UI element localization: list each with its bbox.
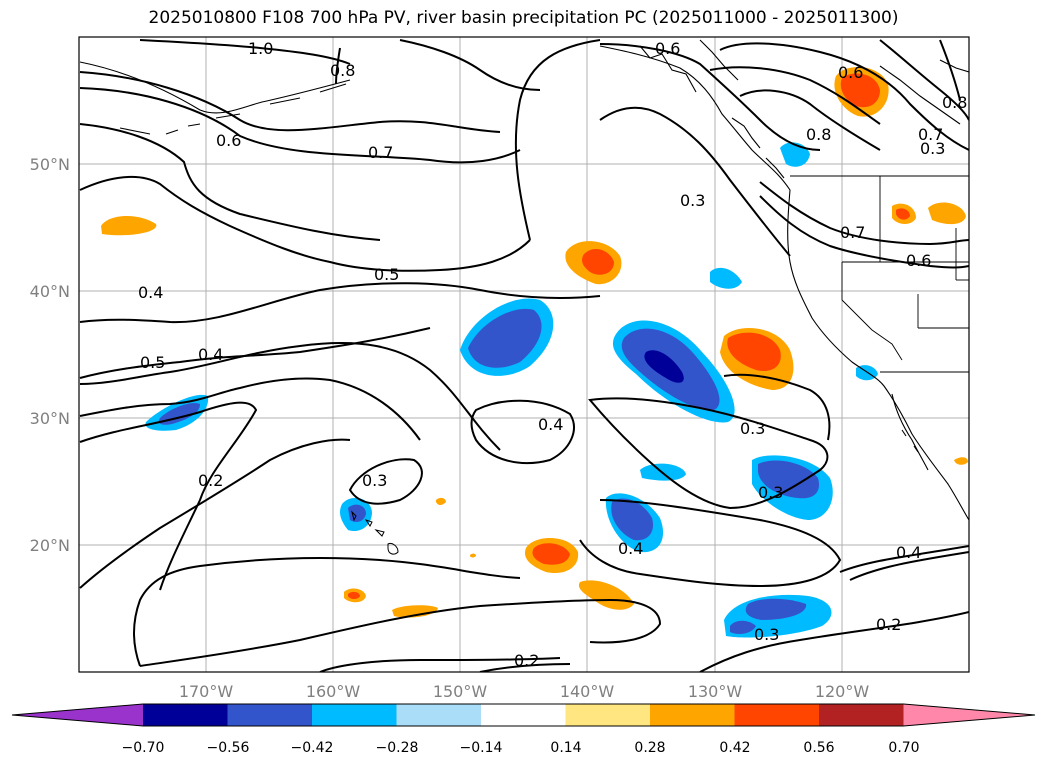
contour-label: 0.4: [618, 539, 643, 558]
shade-positive: [578, 580, 634, 610]
colorbar-tick-label: 0.70: [888, 740, 919, 756]
lat-tick-labels: 50°N 40°N 30°N 20°N: [30, 155, 70, 555]
contour-label: 0.6: [655, 39, 680, 58]
shade-positive: [727, 332, 781, 372]
colorbar-segment: [227, 704, 313, 726]
lat-tick-label: 20°N: [30, 536, 70, 555]
contour-label: 0.2: [198, 471, 223, 490]
contour-label: 0.3: [362, 471, 387, 490]
lon-tick-labels: 170°W 160°W 150°W 140°W 130°W 120°W: [179, 682, 870, 701]
colorbar-outline: [11, 703, 1036, 727]
shade-negative: [468, 308, 542, 368]
contour-label: 0.2: [876, 615, 901, 634]
contour-label: 0.3: [680, 191, 705, 210]
colorbar-segment: [819, 704, 904, 726]
shade-negative: [644, 350, 684, 383]
colorbar-tick-label: −0.14: [460, 740, 503, 756]
colorbar-tick-label: 0.56: [803, 740, 834, 756]
colorbar: [11, 703, 1036, 727]
contour-label: 0.4: [538, 415, 563, 434]
colorbar-tick-label: −0.56: [207, 740, 250, 756]
hawaii-islands: [351, 510, 399, 555]
contour-label: 0.8: [330, 61, 355, 80]
colorbar-segment: [565, 704, 651, 726]
lat-tick-label: 50°N: [30, 155, 70, 174]
colorbar-segment: [143, 704, 228, 726]
shade-positive: [101, 215, 157, 236]
lon-tick-label: 120°W: [815, 682, 870, 701]
lat-tick-label: 30°N: [30, 409, 70, 428]
map-title: 2025010800 F108 700 hPa PV, river basin …: [148, 8, 899, 28]
contour-label: 0.3: [920, 139, 945, 158]
shade-negative: [745, 598, 807, 620]
shade-negative: [348, 504, 366, 522]
shade-positive: [928, 202, 966, 225]
lon-tick-label: 150°W: [433, 682, 488, 701]
shade-positive: [582, 248, 614, 275]
colorbar-tick-labels: −0.70 −0.56 −0.42 −0.28 −0.14 0.14 0.28 …: [122, 740, 920, 756]
contour-label: 0.3: [754, 625, 779, 644]
colorbar-segment: [396, 704, 482, 726]
shade-positive: [532, 543, 570, 565]
shade-negative: [611, 498, 654, 541]
lon-tick-label: 130°W: [688, 682, 743, 701]
shade-negative: [730, 620, 756, 634]
colorbar-tick-label: 0.14: [550, 740, 581, 756]
shade-positive: [348, 591, 360, 599]
contour-label: 0.4: [896, 543, 921, 562]
lat-tick-label: 40°N: [30, 282, 70, 301]
colorbar-segment: [734, 704, 820, 726]
contour-label: 0.6: [906, 251, 931, 270]
shade-positive: [954, 457, 968, 465]
contour-label: 1.0: [248, 39, 273, 58]
shade-negative: [710, 267, 742, 289]
lon-tick-label: 160°W: [306, 682, 361, 701]
colorbar-tick-label: −0.42: [291, 740, 334, 756]
contour-label: 0.4: [198, 345, 223, 364]
contour-label: 0.4: [138, 283, 163, 302]
contour-label: 0.7: [368, 143, 393, 162]
contour-label: 0.3: [758, 483, 783, 502]
contour-label: 0.8: [806, 125, 831, 144]
contour-label: 0.7: [918, 125, 943, 144]
contour-labels: 1.0 0.6 0.6 0.7 0.8 0.6 0.5 0.4 0.5 0.4 …: [138, 39, 967, 670]
colorbar-extend-high: [903, 704, 1035, 726]
colorbar-tick-label: −0.28: [376, 740, 419, 756]
contour-label: 0.2: [514, 651, 539, 670]
contour-label: 0.5: [374, 265, 399, 284]
contour-label: 0.8: [942, 93, 967, 112]
contour-label: 0.7: [840, 223, 865, 242]
colorbar-segment: [481, 704, 566, 726]
contour-label: 0.5: [140, 353, 165, 372]
contour-label: 0.6: [216, 131, 241, 150]
colorbar-tick-label: 0.42: [719, 740, 750, 756]
shade-positive: [436, 497, 446, 505]
colorbar-extend-low: [12, 704, 143, 726]
colorbar-segment: [650, 704, 735, 726]
lon-tick-label: 170°W: [179, 682, 234, 701]
colorbar-segment: [312, 704, 397, 726]
shade-positive: [840, 73, 880, 108]
colorbar-tick-label: −0.70: [122, 740, 165, 756]
map-frame: [78, 36, 970, 673]
shade-positive: [392, 605, 438, 618]
shade-negative: [758, 460, 820, 499]
shade-positive: [896, 208, 910, 220]
lon-tick-label: 140°W: [560, 682, 615, 701]
contour-label: 0.3: [740, 419, 765, 438]
coastlines: [79, 39, 969, 521]
contour-label: 0.6: [838, 63, 863, 82]
colorbar-tick-label: 0.28: [634, 740, 665, 756]
pv-contours: [79, 39, 969, 672]
shade-positive: [470, 553, 476, 558]
